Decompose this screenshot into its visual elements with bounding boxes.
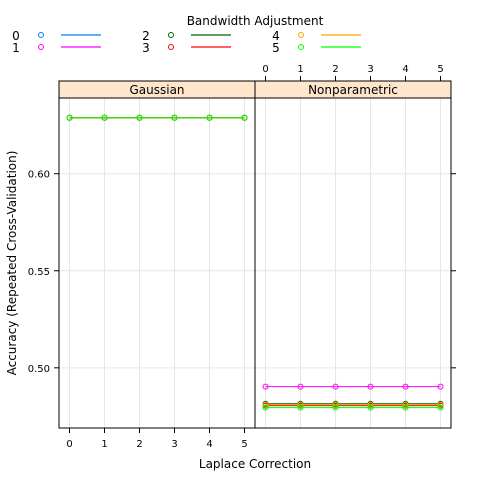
x-tick-label-bottom-2: 2 <box>136 439 142 450</box>
legend-label-1: 1 <box>12 41 20 55</box>
x-tick-label-bottom-1: 1 <box>101 439 107 450</box>
point-nonparametric-5-5 <box>437 404 444 411</box>
point-gaussian-5-3 <box>171 114 178 121</box>
point-gaussian-5-5 <box>241 114 248 121</box>
legend-label-3: 3 <box>142 41 150 55</box>
x-tick-label-top-3: 3 <box>367 64 373 75</box>
legend-label-4: 4 <box>272 29 280 43</box>
point-gaussian-5-1 <box>101 114 108 121</box>
panel-strips: Gaussian Nonparametric <box>58 80 452 99</box>
point-gaussian-5-0 <box>66 114 73 121</box>
point-nonparametric-1-3 <box>367 383 374 390</box>
series-layer <box>66 114 444 411</box>
point-nonparametric-1-5 <box>437 383 444 390</box>
legend-marker-1 <box>38 44 44 50</box>
grid <box>59 98 451 428</box>
x-tick-label-top-2: 2 <box>332 64 338 75</box>
legend-label-0: 0 <box>12 29 20 43</box>
axes: 0 0 1 1 2 2 3 3 4 4 5 5 0.50 0.55 0.60 <box>28 64 456 450</box>
point-gaussian-5-2 <box>136 114 143 121</box>
point-nonparametric-1-2 <box>332 383 339 390</box>
point-nonparametric-5-1 <box>297 404 304 411</box>
legend-label-5: 5 <box>272 41 280 55</box>
panel-frame-1 <box>254 97 452 429</box>
x-tick-label-bottom-3: 3 <box>171 439 177 450</box>
legend-title: Bandwidth Adjustment <box>187 14 324 28</box>
legend-label-2: 2 <box>142 29 150 43</box>
point-nonparametric-1-1 <box>297 383 304 390</box>
y-axis-label: Accuracy (Repeated Cross-Validation) <box>5 151 19 376</box>
y-tick-label-0: 0.50 <box>28 364 50 375</box>
strip-title-gaussian: Gaussian <box>129 83 184 97</box>
x-tick-label-bottom-0: 0 <box>66 439 72 450</box>
point-nonparametric-1-4 <box>402 383 409 390</box>
x-tick-label-top-4: 4 <box>402 64 408 75</box>
legend-marker-4 <box>298 32 304 38</box>
point-nonparametric-5-0 <box>262 404 269 411</box>
x-tick-label-bottom-5: 5 <box>241 439 247 450</box>
x-tick-label-top-1: 1 <box>297 64 303 75</box>
x-tick-label-top-5: 5 <box>437 64 443 75</box>
legend-marker-2 <box>168 32 174 38</box>
panel-frames <box>58 97 452 429</box>
y-tick-label-1: 0.55 <box>28 267 50 278</box>
y-tick-label-2: 0.60 <box>28 170 50 181</box>
x-axis-label: Laplace Correction <box>199 457 311 471</box>
legend-marker-0 <box>38 32 44 38</box>
point-nonparametric-5-4 <box>402 404 409 411</box>
strip-title-nonparametric: Nonparametric <box>308 83 398 97</box>
point-gaussian-5-4 <box>206 114 213 121</box>
legend: 01 23 45 <box>12 29 361 55</box>
point-nonparametric-1-0 <box>262 383 269 390</box>
x-tick-label-bottom-4: 4 <box>206 439 212 450</box>
legend-marker-5 <box>298 44 304 50</box>
panel-frame-0 <box>58 97 256 429</box>
x-tick-label-top-0: 0 <box>262 64 268 75</box>
point-nonparametric-5-3 <box>367 404 374 411</box>
point-nonparametric-5-2 <box>332 404 339 411</box>
legend-marker-3 <box>168 44 174 50</box>
